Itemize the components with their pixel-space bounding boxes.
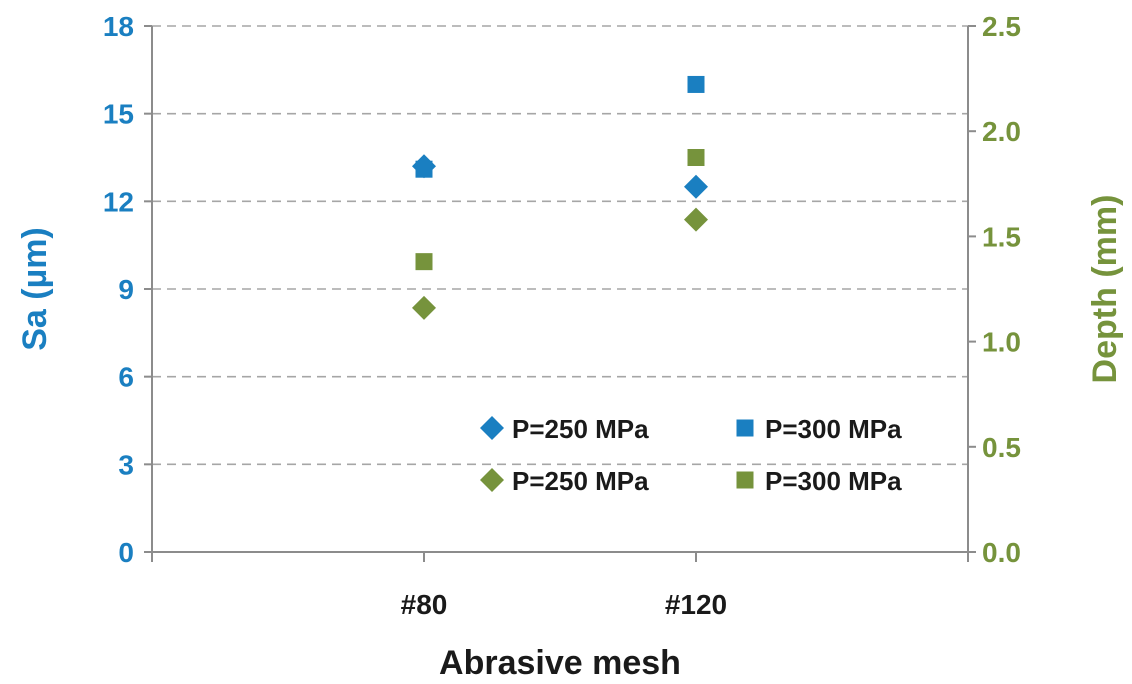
y-left-tick-label: 18	[103, 11, 134, 42]
legend-marker	[736, 419, 754, 437]
axes	[144, 25, 976, 562]
x-tick-label: #80	[401, 589, 448, 620]
data-point	[412, 295, 436, 320]
y-right-tick-label: 0.5	[982, 432, 1021, 463]
y-axis-left-title: Sa (µm)	[16, 227, 54, 351]
y-left-tick-label: 9	[118, 274, 134, 305]
y-left-tick-label: 0	[118, 537, 134, 568]
y-right-tick-label: 1.5	[982, 221, 1021, 252]
data-point	[687, 149, 705, 166]
y-left-tick-label: 6	[118, 362, 134, 393]
legend-marker	[736, 471, 754, 489]
legend-marker	[480, 468, 504, 492]
x-axis-title: Abrasive mesh	[439, 644, 681, 682]
data-point	[687, 75, 705, 93]
data-point	[684, 207, 708, 232]
data-points	[412, 75, 708, 320]
y-right-tick-label: 2.5	[982, 11, 1021, 42]
y-right-tick-label: 0.0	[982, 537, 1021, 568]
legend-label: P=300 MPa	[765, 466, 902, 496]
y-right-tick-label: 2.0	[982, 116, 1021, 147]
legend-label: P=300 MPa	[765, 414, 902, 444]
data-point	[684, 174, 708, 199]
legend: P=250 MPa P=300 MPa P=250 MPa P=300 MPa	[480, 414, 902, 496]
legend-label: P=250 MPa	[512, 466, 649, 496]
y-left-tick-label: 3	[118, 449, 134, 480]
legend-label: P=250 MPa	[512, 414, 649, 444]
x-tick-label: #120	[665, 589, 727, 620]
data-point	[415, 253, 433, 271]
y-right-tick-label: 1.0	[982, 327, 1021, 358]
tick-labels: 0 3 6 9 12 15 18 0.0 0.5 1.0 1.5 2.0 2.5 #80 #120	[103, 11, 1021, 620]
data-point	[415, 160, 433, 178]
y-axis-right-title: Depth (mm)	[1086, 195, 1124, 384]
legend-marker	[480, 416, 504, 440]
gridlines	[152, 25, 968, 466]
y-left-tick-label: 12	[103, 186, 134, 217]
y-left-tick-label: 15	[103, 99, 134, 130]
